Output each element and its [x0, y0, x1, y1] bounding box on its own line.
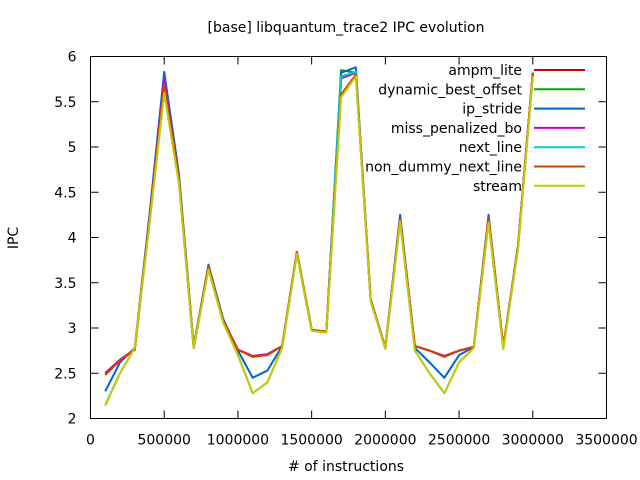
series-layer [104, 66, 534, 407]
y-tick-label: 2.5 [54, 366, 76, 382]
y-tick-label: 2 [68, 412, 77, 428]
legend: ampm_lite dynamic_best_offset ip_stridemis… [365, 63, 585, 195]
legend-label: stream [473, 179, 522, 195]
x-axis-label: # of instructions [288, 459, 404, 475]
y-tick-label: 4 [68, 231, 77, 247]
series-line-non-dummy-next-line [104, 72, 534, 376]
axis-ticks: 0 500000 1000000 1500000 2000000 2500000 30000… [54, 50, 637, 449]
legend-label: ip_stride [462, 102, 522, 118]
x-tick-label: 0 [86, 433, 95, 449]
legend-label: dynamic_best_offset [378, 82, 522, 98]
series-line-stream [104, 75, 534, 407]
x-tick-label: 2000000 [354, 433, 416, 449]
legend-label: non_dummy_next_line [365, 160, 522, 176]
chart-title: [base] libquantum_trace2 IPC evolution [208, 20, 485, 36]
y-tick-label: 3.5 [54, 276, 76, 292]
y-tick-label: 4.5 [54, 185, 76, 201]
x-tick-label: 1500000 [280, 433, 342, 449]
x-tick-label: 2500000 [428, 433, 490, 449]
y-tick-label: 3 [68, 321, 77, 337]
y-axis-label: IPC [6, 227, 22, 250]
x-tick-label: 1000000 [207, 433, 269, 449]
y-tick-label: 5.5 [54, 95, 76, 111]
y-tick-label: 5 [68, 140, 77, 156]
x-tick-label: 500000 [137, 433, 190, 449]
y-tick-label: 6 [68, 50, 77, 66]
legend-label: ampm_lite [448, 63, 522, 79]
legend-label: next_line [459, 140, 522, 156]
legend-label: miss_penalized_bo [391, 121, 522, 137]
x-tick-label: 3000000 [502, 433, 564, 449]
x-tick-label: 3500000 [575, 433, 637, 449]
